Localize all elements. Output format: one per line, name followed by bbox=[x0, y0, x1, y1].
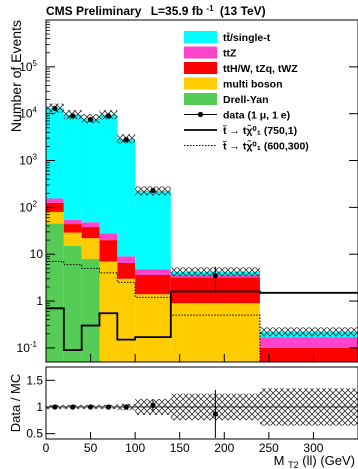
xtick-label-4: 200 bbox=[214, 441, 234, 455]
bar-ttH_tWZ-3 bbox=[99, 240, 118, 262]
x-axis-label: M T2 (ll) (GeV) bbox=[274, 453, 355, 469]
bottom-frame bbox=[45, 366, 358, 440]
bar-ttH_tWZ-1 bbox=[63, 224, 82, 233]
bar-ttH_tWZ-2 bbox=[81, 227, 100, 239]
ratio-point-1 bbox=[70, 404, 76, 410]
ratio-point-5 bbox=[150, 402, 156, 408]
data-point-1 bbox=[70, 113, 76, 119]
bar-multi_boson-5 bbox=[135, 294, 171, 362]
top-ytick-label-1: 1 bbox=[36, 294, 43, 308]
xlabel-sub: T2 bbox=[288, 460, 299, 469]
xtick-label-0: 0 bbox=[43, 441, 50, 455]
title-experiment: CMS Preliminary bbox=[46, 4, 142, 18]
data-point-0 bbox=[52, 105, 58, 111]
bar-ttZ-7 bbox=[259, 337, 358, 348]
top-ytick-label-6: 105 bbox=[19, 59, 37, 74]
bar-ttZ-1 bbox=[63, 219, 82, 225]
top-ytick-label-2: 10 bbox=[30, 247, 44, 261]
bar-ttH_tWZ-4 bbox=[117, 262, 136, 279]
bar-ttbar_single_t-0 bbox=[46, 108, 64, 199]
bot-ytick-label-2: 1.5 bbox=[26, 373, 43, 387]
bar-drell_yan-2 bbox=[81, 258, 100, 362]
legend-swatch-0 bbox=[184, 31, 217, 43]
bar-ttbar_single_t-5 bbox=[135, 190, 171, 270]
legend-swatch-3 bbox=[184, 77, 217, 90]
bar-drell_yan-0 bbox=[46, 223, 64, 362]
title-lumi: L=35.9 fb bbox=[151, 4, 203, 18]
legend-label-3: multi boson bbox=[223, 79, 283, 91]
xtick-label-2: 100 bbox=[125, 441, 145, 455]
bar-multi_boson-2 bbox=[81, 238, 100, 259]
bot-ytick-label-0: 0.5 bbox=[26, 427, 43, 441]
ratio-points bbox=[52, 389, 218, 438]
xtick-label-3: 150 bbox=[170, 441, 190, 455]
bar-ttbar_single_t-1 bbox=[63, 114, 82, 220]
bar-multi_boson-4 bbox=[117, 278, 136, 362]
xtick-label-1: 50 bbox=[84, 441, 98, 455]
bar-ttZ-0 bbox=[46, 198, 64, 203]
bar-multi_boson-3 bbox=[99, 261, 118, 362]
bot-ytick-label-1: 1 bbox=[36, 400, 43, 414]
legend-swatch-2 bbox=[184, 62, 217, 74]
ratio-point-2 bbox=[87, 404, 94, 410]
top-ytick-label-5: 104 bbox=[19, 106, 37, 121]
bar-ttbar_single_t-4 bbox=[117, 138, 136, 257]
stacked-bars bbox=[46, 103, 358, 362]
top-y-axis: 10-1 1 10 102 103 104 105 bbox=[17, 21, 358, 362]
top-ytick-label-3: 102 bbox=[19, 199, 37, 214]
signal-line-1 bbox=[46, 260, 261, 362]
ratio-point-4 bbox=[123, 404, 129, 410]
top-ytick-label-0: 10-1 bbox=[17, 340, 38, 355]
legend-label-6: t̃ → tχ̃⁰₁ (750,1) bbox=[223, 124, 297, 137]
data-point-6 bbox=[212, 272, 218, 279]
xlabel-suffix: (ll) (GeV) bbox=[302, 453, 355, 468]
bar-drell_yan-1 bbox=[63, 245, 82, 362]
legend-label-0: tt̄/single-t bbox=[223, 32, 271, 44]
legend-label-1: ttZ bbox=[223, 48, 237, 60]
bar-ttbar_single_t-2 bbox=[81, 118, 100, 223]
xtick-label-5: 250 bbox=[259, 441, 279, 455]
bar-ttH_tWZ-5 bbox=[135, 274, 171, 295]
page-title: CMS Preliminary L=35.9 fb -1 (13 TeV) bbox=[46, 0, 266, 18]
legend-label-7: t̃ → tχ̃⁰₁ (600,300) bbox=[223, 140, 309, 153]
legend-label-4: Drell-Yan bbox=[223, 94, 269, 106]
bar-ttH_tWZ-7 bbox=[259, 347, 358, 362]
bar-multi_boson-6 bbox=[170, 303, 260, 362]
legend: tt̄/single-t ttZ ttH/W, tZq, tWZ multi boso… bbox=[184, 31, 309, 153]
title-energy: (13 TeV) bbox=[220, 4, 266, 18]
bottom-ylabel: Data / MC bbox=[8, 374, 23, 433]
legend-swatch-4 bbox=[184, 93, 217, 105]
data-point-3 bbox=[105, 113, 111, 119]
bar-ttZ-2 bbox=[81, 222, 100, 228]
data-points bbox=[52, 105, 218, 292]
bar-ttZ-5 bbox=[135, 269, 171, 275]
legend-marker bbox=[197, 111, 204, 118]
mc-uncertainty-7 bbox=[259, 327, 358, 337]
signal-lines bbox=[46, 260, 358, 362]
top-ylabel: Number of Events bbox=[8, 20, 24, 132]
legend-swatch-1 bbox=[184, 46, 217, 59]
bar-ttZ-4 bbox=[117, 256, 136, 263]
legend-label-5: data (1 μ, 1 e) bbox=[223, 110, 290, 122]
data-point-5 bbox=[150, 187, 156, 194]
data-point-4 bbox=[123, 136, 129, 143]
bar-multi_boson-0 bbox=[46, 211, 64, 224]
bar-ttbar_single_t-3 bbox=[99, 114, 118, 234]
top-frame bbox=[45, 19, 358, 363]
bottom-axes: 0.5 1 1.5 0 50 100 150 200 250 300 bbox=[26, 373, 323, 455]
ratio-point-6 bbox=[212, 411, 218, 417]
xtick-label-6: 300 bbox=[303, 441, 323, 455]
data-point-2 bbox=[87, 116, 94, 123]
signal-line-0 bbox=[46, 290, 358, 351]
title-lumi-exp: -1 bbox=[206, 4, 214, 13]
bar-ttZ-3 bbox=[99, 233, 118, 241]
bar-multi_boson-1 bbox=[63, 232, 82, 246]
xlabel-main: M bbox=[274, 453, 285, 468]
ratio-point-3 bbox=[105, 404, 111, 410]
legend-label-2: ttH/W, tZq, tWZ bbox=[223, 63, 298, 75]
top-ytick-label-4: 103 bbox=[19, 153, 37, 168]
